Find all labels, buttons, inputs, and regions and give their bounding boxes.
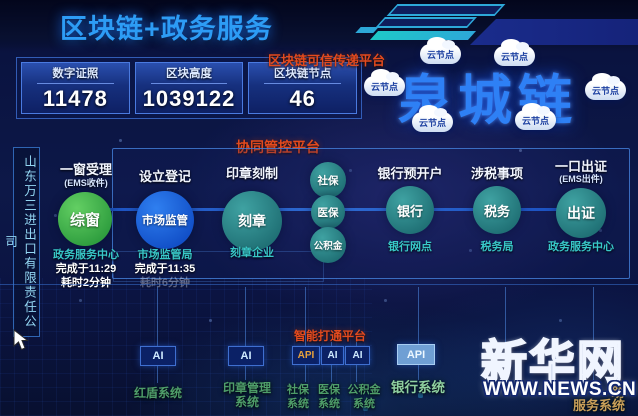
- connector-box-ai: AI: [228, 346, 264, 366]
- stat-label: 区块高度: [166, 67, 212, 80]
- connector-vline: [245, 287, 246, 380]
- step-org: 政务服务中心: [548, 241, 614, 253]
- step-title: 银行预开户: [377, 166, 443, 181]
- flow-node-yibao: 医保: [311, 195, 345, 229]
- connector-box-api: API: [292, 346, 320, 365]
- system-label-line: 系统: [353, 398, 375, 410]
- system-label-shebao: 社保 系统: [283, 383, 313, 411]
- step-duration: 耗时6分钟: [139, 277, 191, 289]
- flow-node-yinhang: 银行: [386, 186, 434, 234]
- connector-vline: [418, 287, 419, 380]
- section-divider-line: [0, 284, 638, 285]
- stat-label: 数字证照: [52, 67, 99, 80]
- cloud-node-label: 云节点: [501, 52, 529, 62]
- flow-sub-panel-border: [113, 251, 324, 282]
- deco-angled-bar: [470, 19, 638, 45]
- flow-node-gongjijin: 公积金: [310, 227, 346, 263]
- integration-platform-label: 智能打通平台: [294, 329, 367, 343]
- stat-value: 46: [289, 85, 316, 111]
- xinhua-watermark-logo: 新华网: [480, 335, 625, 389]
- system-label-yinhang: 银行系统: [389, 381, 447, 395]
- step-duration: 耗时2分钟: [60, 277, 112, 289]
- connector-box-ai: AI: [321, 346, 344, 365]
- collaboration-platform-label: 协同管控平台: [236, 139, 320, 155]
- step-title: 设立登记: [138, 169, 191, 184]
- flow-panel-border: [112, 148, 630, 279]
- cloud-node-label: 云节点: [592, 86, 620, 96]
- step-org: 银行网点: [388, 241, 432, 253]
- system-label-yinzhang: 印章管理 系统: [216, 381, 278, 409]
- stat-divider: [264, 82, 342, 84]
- step-finish-time: 完成于11:29: [55, 263, 117, 275]
- stat-chain-nodes: 区块链节点 46: [248, 62, 358, 114]
- system-label-yibao: 医保 系统: [314, 383, 344, 411]
- cloud-node-label: 云节点: [427, 50, 455, 60]
- step-org: 政务服务中心: [53, 249, 119, 261]
- cloud-node-icon: 云节点: [364, 69, 406, 96]
- flow-node-kezhang: 刻章: [222, 191, 282, 251]
- system-label-partial-prefix: 助: [611, 385, 625, 400]
- mouse-cursor-icon: [13, 329, 29, 351]
- step-org: 税务局: [480, 241, 514, 253]
- system-label-line: 银行系统: [391, 380, 445, 395]
- step-org: 刻章企业: [230, 247, 274, 259]
- step-subtitle: (EMS收件): [64, 178, 108, 188]
- company-name-vertical: 山东万三进出口有限责任公司: [3, 147, 40, 337]
- cloud-node-icon: 云节点: [420, 37, 462, 64]
- connector-box-api: API: [397, 344, 435, 365]
- flow-node-chuzheng: 出证: [556, 188, 606, 238]
- system-label-gongjijin: 公积金 系统: [343, 383, 385, 411]
- flow-node-shuiwu: 税务: [473, 186, 521, 234]
- blockchain-stats-panel: 数字证照 11478 区块高度 1039122 区块链节点 46: [16, 57, 362, 119]
- deco-chevron-stripe: [375, 17, 477, 28]
- page-title: 区块链+政务服务: [60, 14, 273, 44]
- stat-value: 1039122: [142, 85, 236, 111]
- cloud-node-icon: 云节点: [412, 105, 454, 132]
- cloud-node-icon: 云节点: [494, 39, 536, 66]
- connector-vline: [593, 287, 594, 380]
- stat-label: 区块链节点: [273, 67, 332, 80]
- step-title: 一口出证: [554, 159, 607, 174]
- step-finish-time: 完成于11:35: [134, 263, 196, 275]
- cloud-node-label: 云节点: [371, 82, 399, 92]
- system-label-line: 系统: [318, 398, 340, 410]
- step-title: 涉税事项: [470, 166, 523, 181]
- system-label-line: 公积金: [347, 384, 381, 396]
- system-label-line: 社保: [287, 384, 309, 396]
- system-label-line: 印章管理: [222, 381, 271, 395]
- cloud-node-icon: 云节点: [515, 103, 557, 130]
- cloud-node-label: 云节点: [419, 118, 447, 128]
- step-title: 印章刻制: [225, 166, 278, 181]
- system-label-line: 医保: [318, 384, 340, 396]
- step-title: 一窗受理: [59, 162, 112, 177]
- connector-box-ai: AI: [140, 346, 176, 366]
- connector-box-ai: AI: [345, 346, 370, 365]
- stat-value: 11478: [42, 85, 108, 111]
- stat-digital-certificates: 数字证照 11478: [21, 62, 130, 114]
- step-subtitle: (EMS出件): [559, 174, 603, 184]
- connector-vline: [157, 287, 158, 383]
- deco-chevron-stripe: [386, 4, 506, 16]
- connector-vline: [305, 287, 306, 382]
- stat-divider: [150, 82, 228, 84]
- connector-vline: [505, 287, 506, 380]
- trusted-transfer-platform-label: 区块链可信传递平台: [268, 53, 386, 68]
- cloud-node-label: 云节点: [522, 116, 550, 126]
- flow-node-shebao: 社保: [310, 162, 346, 198]
- system-label-line: 红盾系统: [133, 386, 182, 400]
- step-org: 市场监管局: [137, 249, 193, 261]
- xinhua-watermark-url: WWW.NEWS.CN: [483, 379, 637, 400]
- stat-divider: [36, 82, 114, 84]
- system-label-line: 系统: [287, 398, 309, 410]
- system-label-line: 系统: [234, 395, 259, 409]
- flow-node-zongchuang: 综窗: [58, 192, 112, 246]
- flow-node-shichangjianguan: 市场监管: [136, 191, 194, 249]
- deco-chevron-stripe: [369, 31, 477, 40]
- system-label-partial: 服务系统: [572, 398, 625, 413]
- cloud-node-icon: 云节点: [585, 73, 627, 100]
- stat-block-height: 区块高度 1039122: [134, 62, 244, 114]
- system-label-hongdun: 红盾系统: [126, 386, 190, 400]
